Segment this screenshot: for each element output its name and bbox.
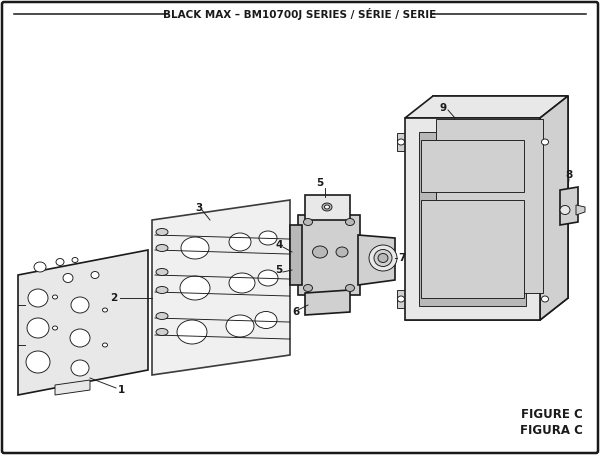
Text: 4: 4	[275, 240, 283, 250]
Ellipse shape	[27, 318, 49, 338]
Polygon shape	[419, 132, 526, 306]
Polygon shape	[421, 140, 524, 192]
Bar	[541, 290, 549, 308]
Ellipse shape	[34, 262, 46, 272]
Bar	[541, 133, 549, 151]
Polygon shape	[358, 235, 395, 285]
Ellipse shape	[177, 320, 207, 344]
Ellipse shape	[156, 244, 168, 252]
Ellipse shape	[346, 218, 355, 226]
Polygon shape	[290, 225, 302, 285]
Ellipse shape	[542, 296, 548, 302]
Ellipse shape	[156, 268, 168, 275]
Polygon shape	[540, 96, 568, 320]
Text: 3: 3	[195, 203, 202, 213]
Polygon shape	[55, 380, 90, 395]
Ellipse shape	[259, 231, 277, 245]
Ellipse shape	[258, 270, 278, 286]
Ellipse shape	[156, 287, 168, 293]
Ellipse shape	[63, 273, 73, 283]
Ellipse shape	[398, 296, 404, 302]
Text: 5: 5	[316, 178, 323, 188]
Ellipse shape	[378, 253, 388, 263]
Bar	[397, 290, 405, 308]
Polygon shape	[18, 250, 148, 395]
Text: FIGURA C: FIGURA C	[520, 424, 583, 436]
Polygon shape	[436, 119, 543, 293]
Text: 1: 1	[118, 385, 125, 395]
Ellipse shape	[313, 246, 328, 258]
Text: BLACK MAX – BM10700J SERIES / SÉRIE / SERIE: BLACK MAX – BM10700J SERIES / SÉRIE / SE…	[163, 8, 437, 20]
Ellipse shape	[229, 233, 251, 251]
Polygon shape	[576, 205, 585, 215]
Ellipse shape	[71, 297, 89, 313]
Ellipse shape	[53, 326, 58, 330]
Text: 8: 8	[565, 170, 572, 180]
Polygon shape	[405, 118, 540, 320]
Ellipse shape	[180, 276, 210, 300]
Ellipse shape	[304, 218, 313, 226]
Text: 5: 5	[275, 265, 282, 275]
Ellipse shape	[255, 312, 277, 329]
Ellipse shape	[26, 351, 50, 373]
Text: 9: 9	[440, 103, 447, 113]
Bar	[397, 133, 405, 151]
Ellipse shape	[71, 360, 89, 376]
Ellipse shape	[369, 245, 397, 271]
Ellipse shape	[156, 228, 168, 236]
Ellipse shape	[56, 258, 64, 266]
Ellipse shape	[229, 273, 255, 293]
Polygon shape	[560, 187, 578, 225]
Ellipse shape	[226, 315, 254, 337]
Text: 6: 6	[292, 307, 299, 317]
Ellipse shape	[336, 247, 348, 257]
Ellipse shape	[156, 329, 168, 335]
Ellipse shape	[28, 289, 48, 307]
Polygon shape	[433, 96, 568, 298]
Ellipse shape	[156, 313, 168, 319]
Polygon shape	[305, 290, 350, 315]
Ellipse shape	[70, 329, 90, 347]
Ellipse shape	[103, 343, 107, 347]
Ellipse shape	[542, 139, 548, 145]
Ellipse shape	[53, 295, 58, 299]
Ellipse shape	[325, 205, 329, 209]
Ellipse shape	[181, 237, 209, 259]
Ellipse shape	[322, 203, 332, 211]
Text: FIGURE C: FIGURE C	[521, 409, 583, 421]
Ellipse shape	[398, 139, 404, 145]
Text: 7: 7	[398, 253, 406, 263]
Polygon shape	[305, 195, 350, 220]
Ellipse shape	[560, 206, 570, 214]
Polygon shape	[421, 200, 524, 298]
Ellipse shape	[72, 258, 78, 263]
Polygon shape	[152, 200, 290, 375]
Ellipse shape	[346, 284, 355, 292]
Ellipse shape	[103, 308, 107, 312]
Ellipse shape	[91, 272, 99, 278]
Ellipse shape	[374, 249, 392, 267]
Polygon shape	[405, 298, 568, 320]
Text: 2: 2	[110, 293, 117, 303]
Polygon shape	[405, 96, 568, 118]
Polygon shape	[298, 215, 360, 295]
Ellipse shape	[304, 284, 313, 292]
